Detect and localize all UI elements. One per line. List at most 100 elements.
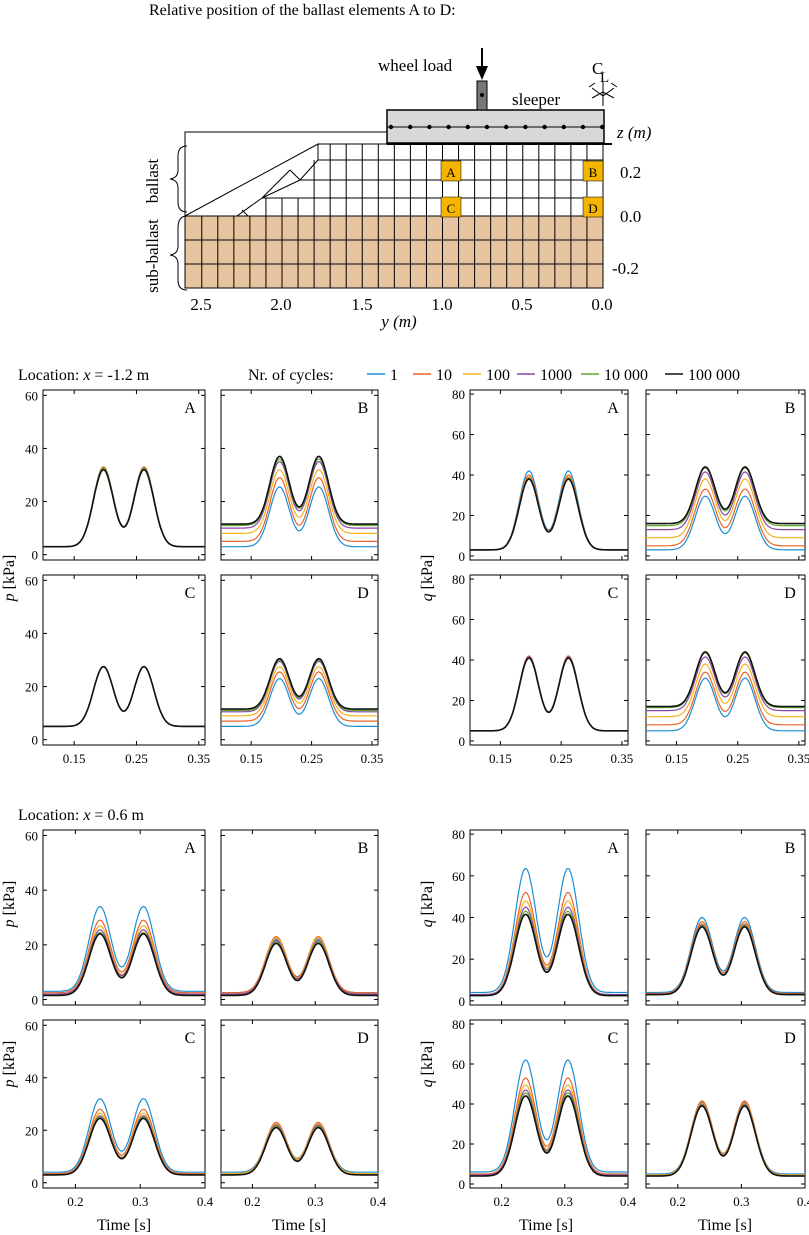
series-10000-cycles (646, 467, 805, 527)
series-1000-cycles (221, 940, 378, 995)
sleeper-node (388, 124, 394, 130)
element-C-box (440, 196, 462, 218)
panel-frame (645, 574, 806, 746)
panel-q-B-group1: B (645, 389, 806, 561)
series-100000-cycles (470, 657, 628, 732)
y-tick-label: 60 (452, 1057, 465, 1072)
x-tick-label: 0.2 (244, 1194, 260, 1209)
panel-letter-A: A (184, 840, 196, 857)
series-100000-cycles (43, 468, 205, 548)
series-10-cycles (470, 655, 628, 732)
panel-letter-C: C (185, 1030, 196, 1047)
series-100-cycles (221, 1123, 378, 1175)
series-100-cycles (43, 666, 205, 727)
y-tick-label: 20 (452, 1137, 465, 1152)
rail-node (480, 93, 484, 97)
z-axis-label: z (m) (616, 123, 652, 142)
series-10000-cycles (221, 1125, 378, 1176)
subballast-brace (169, 215, 188, 291)
section-2-location: Location: x = 0.6 m (18, 807, 144, 824)
y-tick-label: 0 (459, 1177, 466, 1192)
series-10000-cycles (470, 1092, 628, 1177)
legend-label-10000: 10 000 (604, 367, 648, 384)
series-1-cycles (646, 1101, 805, 1175)
series-1000-cycles (221, 660, 378, 713)
x-tick-label: 0.15 (63, 751, 86, 766)
series-10-cycles (221, 477, 378, 542)
panel-frame (645, 389, 806, 561)
element-D-label: D (588, 201, 597, 216)
panel-p-C-group2: 0 20 40 60 0.2 0.3 0.4 C (25, 1018, 214, 1209)
legend-label-1000: 1000 (540, 367, 572, 384)
y-tick-label: 60 (452, 613, 465, 628)
sleeper-nodes (388, 124, 605, 130)
centerline-label: C (592, 59, 603, 78)
y-tick-label: 60 (452, 428, 465, 443)
panel-frame (469, 389, 629, 561)
series-10-cycles (646, 488, 805, 547)
series-1000-cycles (646, 1103, 805, 1177)
series-100-cycles (470, 476, 628, 551)
element-A-label: A (446, 165, 456, 180)
series-1000-cycles (646, 924, 805, 996)
element-A-box (440, 160, 462, 182)
sleeper-node (446, 124, 451, 130)
series-100000-cycles (43, 1117, 205, 1176)
series-100000-cycles (221, 942, 378, 997)
series-10000-cycles (221, 458, 378, 527)
x-tick-label: 0.4 (197, 1194, 214, 1209)
y-tick-label: 20 (25, 495, 38, 510)
series-100000-cycles (646, 926, 805, 996)
element-B: B (582, 160, 604, 182)
panel-p-B-group2: B (220, 829, 379, 1006)
x-tick-label: 0.35 (361, 751, 384, 766)
x-tick-label: 0.35 (611, 751, 634, 766)
x-tick-label: 0.4 (797, 1194, 809, 1209)
series-10000-cycles (43, 467, 205, 548)
series-10-cycles (470, 1077, 628, 1175)
panel-p-C-group1: 0 20 40 60 0.15 0.25 0.35 C (25, 573, 210, 766)
panel-letter-D: D (357, 1030, 369, 1047)
series-10-cycles (43, 919, 205, 994)
sleeper-node (523, 124, 528, 130)
y-tick-label: 40 (25, 626, 38, 641)
y-tick-label: 20 (452, 693, 465, 708)
panel-p-B-group1: B (220, 389, 379, 561)
element-C: C (440, 196, 462, 218)
centerline-symbol: C L (588, 59, 618, 106)
ylabel-q-group1: q [kPa] (419, 555, 436, 602)
panel-letter-B: B (358, 400, 369, 417)
series-10000-cycles (646, 1104, 805, 1177)
series-1000-cycles (221, 461, 378, 529)
legend-label-100000: 100 000 (688, 367, 740, 384)
schematic-title: Relative position of the ballast element… (149, 2, 456, 19)
y-tick-label: 0 (32, 1176, 39, 1191)
y-tick-2.5: 2.5 (190, 295, 211, 314)
series-1000-cycles (43, 1115, 205, 1176)
sleeper-node (427, 124, 432, 130)
series-100000-cycles (470, 913, 628, 997)
sleeper-node (504, 124, 509, 130)
y-tick-label: 60 (25, 388, 38, 403)
series-1-cycles (470, 470, 628, 551)
x-tick-label: 0.2 (670, 1194, 686, 1209)
x-tick-label: 0.2 (493, 1194, 509, 1209)
schematic: Relative position of the ballast element… (143, 2, 652, 331)
y-tick-0.0: 0.0 (591, 295, 612, 314)
series-100000-cycles (646, 1105, 805, 1177)
series-100-cycles (43, 467, 205, 548)
series-1-cycles (221, 1123, 378, 1173)
y-tick-label: 0 (32, 993, 39, 1008)
panel-frame (220, 829, 379, 1006)
x-tick-label: 0.3 (733, 1194, 749, 1209)
series-10000-cycles (470, 477, 628, 551)
sleeper-node (484, 124, 490, 130)
y-tick-label: 20 (25, 938, 38, 953)
series-1000-cycles (646, 471, 805, 531)
x-tick-label: 0.35 (788, 751, 809, 766)
panel-letter-D: D (357, 585, 369, 602)
series-10000-cycles (221, 659, 378, 712)
series-1000-cycles (470, 477, 628, 551)
panel-letter-D: D (784, 585, 796, 602)
x-tick-label: 0.3 (557, 1194, 573, 1209)
